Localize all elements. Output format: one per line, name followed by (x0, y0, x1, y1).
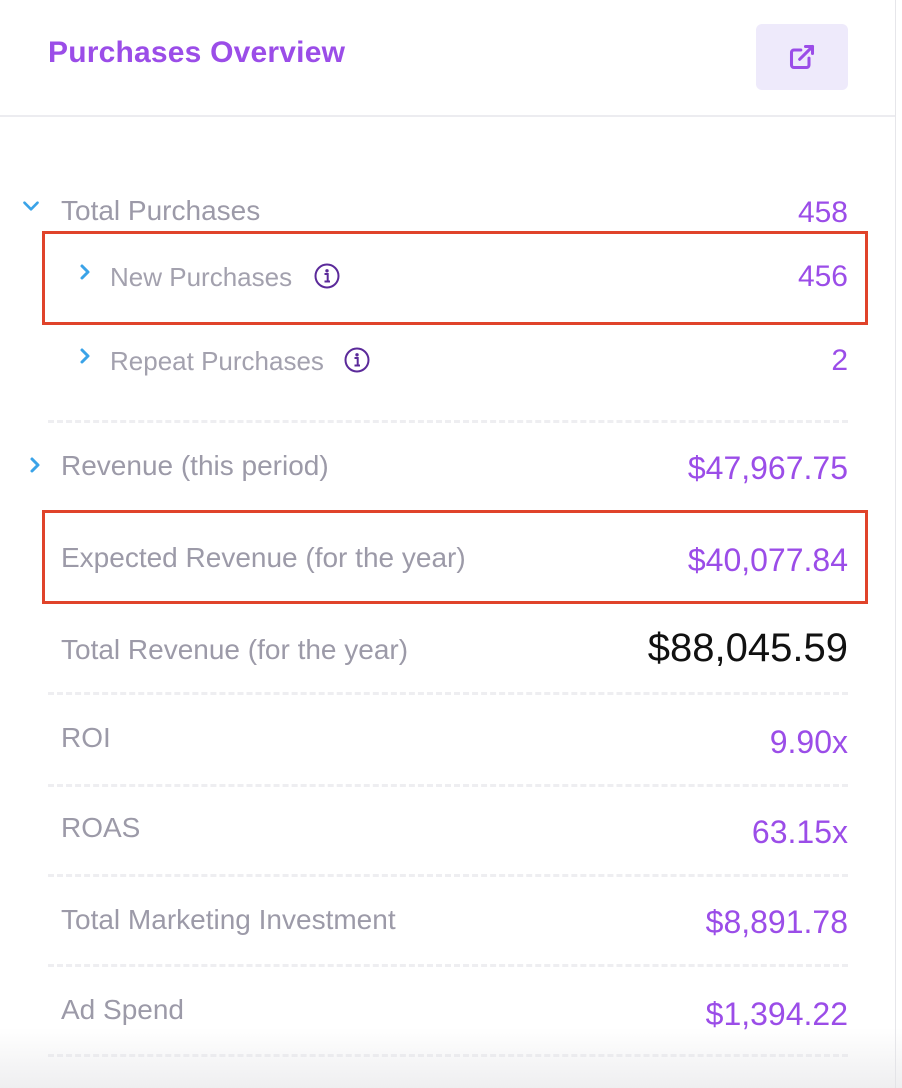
metric-label: ROI (61, 722, 111, 753)
row-divider (48, 1054, 848, 1057)
metric-row-total-purchases[interactable]: Total Purchases 458 (0, 190, 895, 240)
metric-value: 9.90x (769, 724, 848, 760)
metric-row-total-revenue: Total Revenue (for the year) $88,045.59 (0, 626, 895, 682)
metric-label: New Purchases (110, 262, 293, 292)
metric-row-new-purchases[interactable]: New Purchases 456 (0, 254, 895, 304)
metric-value: $40,077.84 (687, 542, 848, 578)
chevron-right-icon[interactable] (26, 456, 44, 474)
chevron-right-icon[interactable] (76, 347, 94, 365)
metric-label: Total Revenue (for the year) (61, 634, 409, 665)
external-link-icon (789, 44, 815, 70)
metric-label: ROAS (61, 812, 141, 843)
row-divider (48, 420, 848, 423)
metric-value: 458 (797, 196, 848, 229)
metric-label: Repeat Purchases (110, 346, 324, 376)
card-title: Purchases Overview (48, 36, 346, 69)
metric-value: $88,045.59 (647, 626, 848, 670)
metric-value: 63.15x (751, 814, 848, 850)
metric-label: Ad Spend (61, 994, 184, 1025)
metric-row-revenue-period[interactable]: Revenue (this period) $47,967.75 (0, 446, 895, 496)
card-header: Purchases Overview (0, 0, 895, 117)
row-divider (48, 964, 848, 967)
metric-label: Revenue (this period) (61, 450, 329, 481)
metric-value: $47,967.75 (687, 450, 848, 486)
row-divider (48, 874, 848, 877)
metric-value: $1,394.22 (705, 996, 848, 1032)
info-icon[interactable] (314, 263, 340, 289)
row-divider (48, 692, 848, 695)
metric-label: Expected Revenue (for the year) (61, 542, 466, 573)
metric-label: Total Purchases (61, 195, 261, 226)
info-icon[interactable] (344, 347, 370, 373)
open-details-button[interactable] (756, 24, 848, 90)
metric-row-expected-revenue: Expected Revenue (for the year) $40,077.… (0, 538, 895, 588)
metric-value: $8,891.78 (705, 904, 848, 940)
metric-row-marketing-investment: Total Marketing Investment $8,891.78 (0, 900, 895, 950)
metric-row-repeat-purchases[interactable]: Repeat Purchases 2 (0, 338, 895, 388)
chevron-right-icon[interactable] (76, 263, 94, 281)
metric-row-ad-spend: Ad Spend $1,394.22 (0, 990, 895, 1040)
metric-value: 2 (831, 344, 848, 377)
metric-value: 456 (797, 260, 848, 293)
metric-row-roas: ROAS 63.15x (0, 810, 895, 860)
metric-row-roi: ROI 9.90x (0, 720, 895, 770)
metric-label: Total Marketing Investment (61, 904, 396, 935)
row-divider (48, 784, 848, 787)
chevron-down-icon[interactable] (22, 197, 40, 215)
